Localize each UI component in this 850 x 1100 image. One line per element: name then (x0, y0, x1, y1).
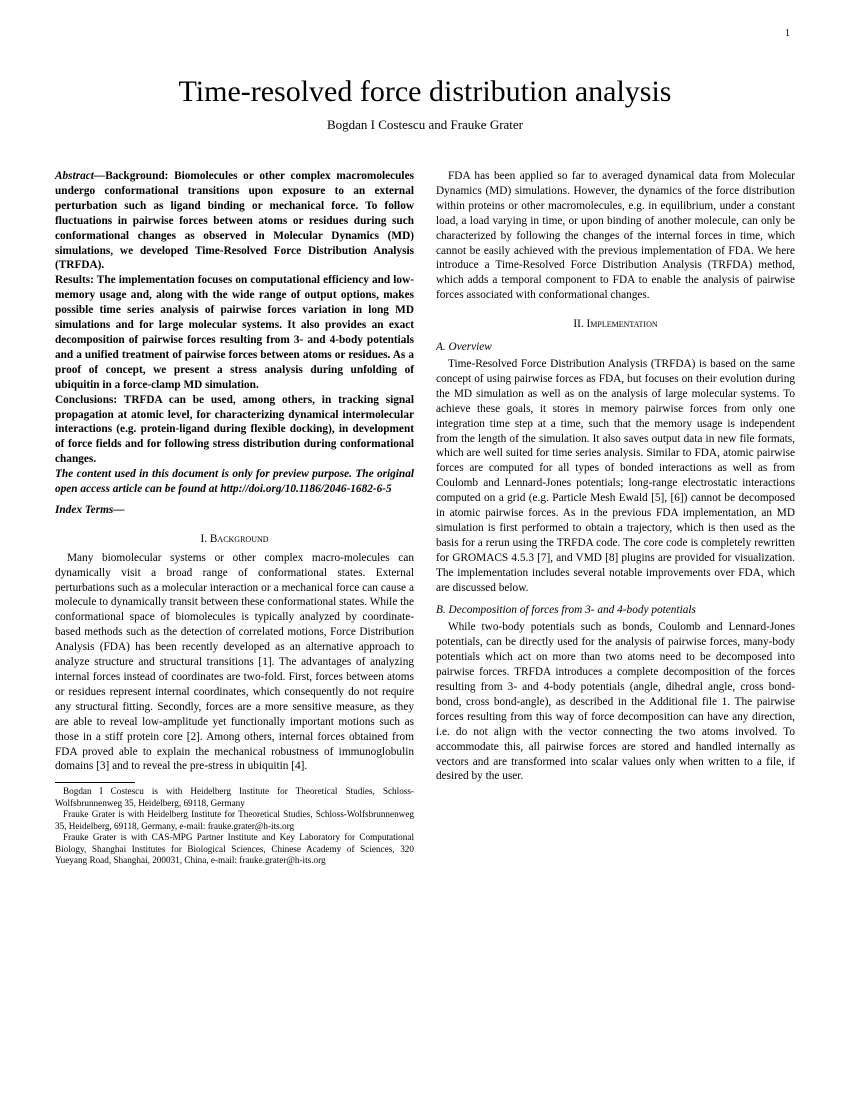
footnote-3: Frauke Grater is with CAS-MPG Partner In… (55, 832, 414, 867)
abstract-results-block: Results: The implementation focuses on c… (55, 273, 414, 392)
paper-authors: Bogdan I Costescu and Frauke Grater (55, 117, 795, 133)
abstract-label: Abstract— (55, 170, 105, 182)
abstract-results-label: Results: (55, 274, 97, 286)
abstract-preview-note: The content used in this document is onl… (55, 467, 414, 497)
section-2b-p1: While two-body potentials such as bonds,… (436, 620, 795, 784)
abstract-conclusions-block: Conclusions: TRFDA can be used, among ot… (55, 393, 414, 468)
abstract-results: The implementation focuses on computatio… (55, 274, 414, 390)
abstract-background: Biomolecules or other complex macromolec… (55, 170, 414, 271)
paper-title: Time-resolved force distribution analysi… (55, 75, 795, 109)
footnote-rule (55, 782, 135, 783)
footnote-1: Bogdan I Costescu is with Heidelberg Ins… (55, 786, 414, 809)
index-terms: Index Terms— (55, 503, 414, 518)
section-2-heading: II. Implementation (436, 317, 795, 332)
section-1-p1: Many biomolecular systems or other compl… (55, 551, 414, 775)
abstract-conclusions-label: Conclusions: (55, 394, 124, 406)
section-2a-p1: Time-Resolved Force Distribution Analysi… (436, 357, 795, 596)
section-1-heading: I. Background (55, 532, 414, 547)
section-1-p2: FDA has been applied so far to averaged … (436, 169, 795, 303)
section-2a-heading: A. Overview (436, 340, 795, 355)
footnote-2: Frauke Grater is with Heidelberg Institu… (55, 809, 414, 832)
abstract-block: Abstract—Background: Biomolecules or oth… (55, 169, 414, 273)
two-column-body: Abstract—Background: Biomolecules or oth… (55, 169, 795, 867)
page-number: 1 (785, 28, 790, 39)
abstract-bg-label: Background: (105, 170, 174, 182)
section-2b-heading: B. Decomposition of forces from 3- and 4… (436, 603, 795, 618)
